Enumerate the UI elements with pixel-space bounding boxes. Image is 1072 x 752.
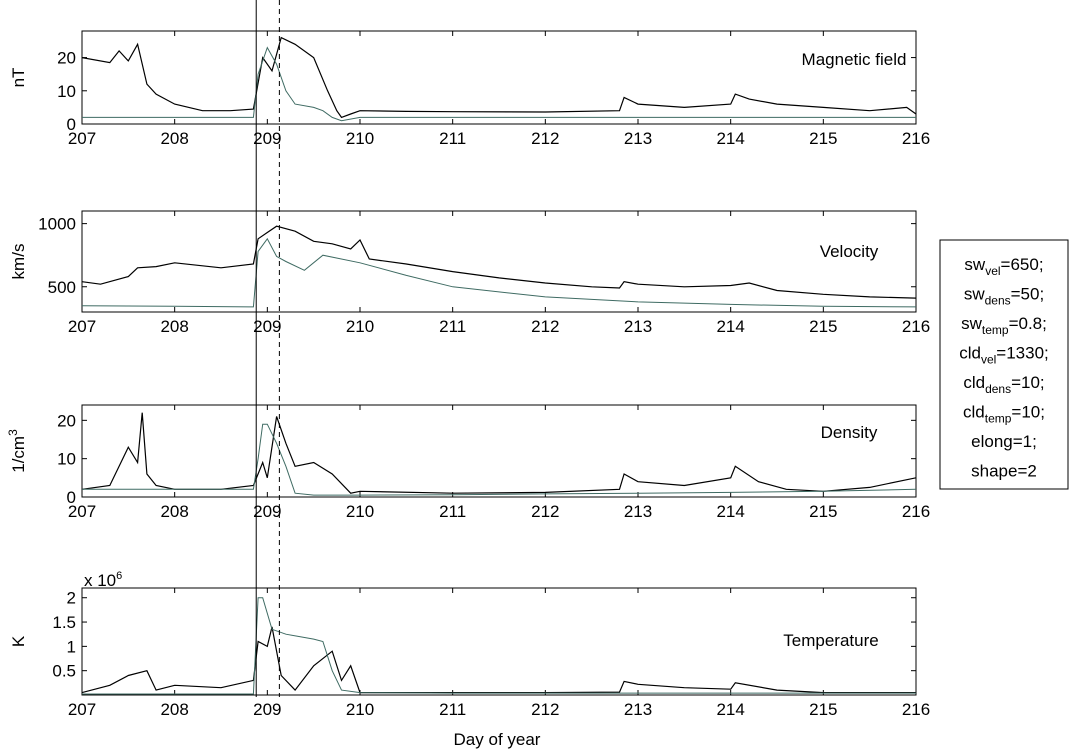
panel-1: 207 208 209 210 211 212 213 214 215 216 0 10 20 nT Mag… bbox=[9, 30, 930, 148]
x-tick-label: 207 bbox=[68, 129, 96, 148]
y-axis-label: 1/cm3 bbox=[6, 429, 28, 473]
y-axis-multiplier: x 106 bbox=[84, 570, 122, 590]
x-tick-label: 215 bbox=[809, 502, 837, 521]
x-tick-label: 210 bbox=[346, 317, 374, 336]
y-axis-label: nT bbox=[9, 68, 28, 88]
x-tick-label: 215 bbox=[809, 129, 837, 148]
x-tick-label: 208 bbox=[160, 129, 188, 148]
model-series-line bbox=[82, 237, 916, 308]
panel-title: Velocity bbox=[820, 242, 879, 261]
x-tick-label: 216 bbox=[902, 502, 930, 521]
x-tick-label: 209 bbox=[253, 129, 281, 148]
y-tick-label: 20 bbox=[57, 411, 76, 430]
x-tick-label: 207 bbox=[68, 700, 96, 719]
x-tick-label: 214 bbox=[716, 700, 744, 719]
x-tick-label: 212 bbox=[531, 700, 559, 719]
observed-series-line bbox=[82, 225, 916, 299]
x-tick-label: 213 bbox=[624, 317, 652, 336]
panel-4: 207 208 209 210 211 212 213 214 215 216 0.5 1 1.5 2 Kx… bbox=[9, 570, 930, 719]
x-tick-label: 210 bbox=[346, 700, 374, 719]
legend-line: swvel=650; bbox=[964, 255, 1043, 278]
x-tick-label: 210 bbox=[346, 502, 374, 521]
x-axis-label: Day of year bbox=[454, 730, 541, 749]
parameter-legend: swvel=650; swdens=50; swtemp=0.8; cldvel=13… bbox=[939, 239, 1069, 490]
x-tick-label: 212 bbox=[531, 317, 559, 336]
x-tick-label: 209 bbox=[253, 502, 281, 521]
y-axis-label: K bbox=[9, 635, 28, 647]
y-tick-label: 2 bbox=[67, 589, 76, 608]
x-tick-label: 215 bbox=[809, 700, 837, 719]
x-tick-label: 209 bbox=[253, 700, 281, 719]
observed-series-line bbox=[82, 36, 916, 119]
legend-lines: swvel=650; swdens=50; swtemp=0.8; cldvel=13… bbox=[959, 255, 1049, 481]
legend-line: cldvel=1330; bbox=[959, 344, 1049, 367]
model-series-line bbox=[82, 597, 916, 695]
legend-line: cldtemp=10; bbox=[963, 403, 1045, 426]
y-tick-label: 10 bbox=[57, 82, 76, 101]
x-tick-label: 213 bbox=[624, 700, 652, 719]
x-tick-label: 209 bbox=[253, 317, 281, 336]
model-series-line bbox=[82, 423, 916, 496]
x-tick-label: 214 bbox=[716, 129, 744, 148]
x-tick-label: 212 bbox=[531, 502, 559, 521]
legend-box bbox=[939, 239, 1069, 490]
axes-frame bbox=[81, 404, 917, 498]
x-tick-label: 213 bbox=[624, 129, 652, 148]
model-series-line bbox=[82, 46, 916, 122]
x-tick-label: 216 bbox=[902, 700, 930, 719]
x-tick-label: 208 bbox=[160, 317, 188, 336]
x-tick-label: 207 bbox=[68, 502, 96, 521]
x-tick-label: 211 bbox=[439, 502, 466, 521]
legend-line: shape=2 bbox=[971, 462, 1037, 481]
y-tick-label: 0 bbox=[67, 488, 76, 507]
panel-title: Magnetic field bbox=[802, 50, 907, 69]
y-tick-label: 1000 bbox=[38, 215, 76, 234]
y-tick-label: 10 bbox=[57, 450, 76, 469]
legend-line: swdens=50; bbox=[964, 285, 1044, 308]
axes-frame bbox=[81, 30, 917, 125]
x-tick-label: 208 bbox=[160, 700, 188, 719]
y-axis-label: km/s bbox=[9, 244, 28, 280]
panel-3: 207 208 209 210 211 212 213 214 215 216 0 10 20 1/cm3… bbox=[6, 404, 930, 521]
x-tick-label: 208 bbox=[160, 502, 188, 521]
y-tick-label: 1 bbox=[67, 637, 76, 656]
y-tick-label: 0.5 bbox=[52, 662, 76, 681]
y-tick-label: 500 bbox=[48, 278, 76, 297]
legend-line: swtemp=0.8; bbox=[961, 314, 1047, 337]
x-tick-label: 213 bbox=[624, 502, 652, 521]
x-tick-label: 211 bbox=[439, 700, 466, 719]
x-tick-label: 210 bbox=[346, 129, 374, 148]
x-tick-label: 214 bbox=[716, 502, 744, 521]
x-tick-label: 215 bbox=[809, 317, 837, 336]
axes-frame bbox=[81, 210, 917, 313]
y-tick-label: 1.5 bbox=[52, 613, 76, 632]
x-tick-label: 211 bbox=[439, 129, 466, 148]
y-tick-label: 20 bbox=[57, 49, 76, 68]
y-tick-label: 0 bbox=[67, 115, 76, 134]
x-tick-label: 212 bbox=[531, 129, 559, 148]
legend-line: clddens=10; bbox=[963, 373, 1044, 396]
x-tick-label: 216 bbox=[902, 317, 930, 336]
panels: 207 208 209 210 211 212 213 214 215 21601020nTMag… bbox=[6, 30, 930, 719]
x-tick-label: 216 bbox=[902, 129, 930, 148]
panel-2: 207 208 209 210 211 212 213 214 215 216 500 1000 km/… bbox=[9, 210, 930, 336]
x-tick-label: 207 bbox=[68, 317, 96, 336]
observed-series-line bbox=[82, 412, 916, 494]
panel-title: Density bbox=[821, 423, 878, 442]
event-lines bbox=[255, 0, 280, 697]
axes-frame bbox=[81, 587, 917, 696]
x-tick-label: 211 bbox=[439, 317, 466, 336]
panel-title: Temperature bbox=[783, 631, 878, 650]
observed-series-line bbox=[82, 626, 916, 694]
legend-line: elong=1; bbox=[971, 432, 1037, 451]
x-tick-label: 214 bbox=[716, 317, 744, 336]
